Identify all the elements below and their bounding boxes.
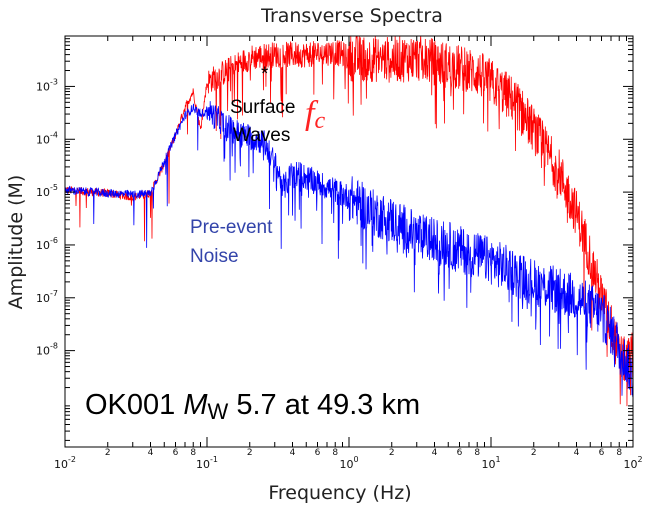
x-minor-label: 8	[190, 448, 196, 458]
x-tick-label: 10-2	[54, 455, 76, 471]
x-minor-label: 6	[457, 448, 463, 458]
y-tick-label: 10-6	[36, 236, 58, 252]
x-minor-label: 2	[247, 448, 253, 458]
x-minor-label: 6	[315, 448, 321, 458]
x-axis-title: Frequency (Hz)	[268, 482, 411, 504]
plot-frame	[64, 35, 634, 448]
surface-label: Surface	[230, 97, 295, 118]
x-minor-label: 2	[105, 448, 111, 458]
x-tick-label: 101	[481, 455, 500, 471]
x-minor-label: 2	[531, 448, 537, 458]
event-distance: at 49.3 km	[285, 389, 420, 421]
series-line-0	[65, 36, 633, 407]
x-minor-label: 8	[332, 448, 338, 458]
x-minor-label: 2	[389, 448, 395, 458]
x-minor-label: 8	[474, 448, 480, 458]
x-minor-label: 4	[290, 448, 296, 458]
y-tick-label: 10-4	[36, 130, 58, 146]
x-minor-label: 6	[173, 448, 179, 458]
y-tick-label: 10-5	[36, 183, 58, 199]
series-line-1	[65, 101, 633, 397]
x-minor-label: 4	[574, 448, 580, 458]
x-tick-label: 102	[623, 455, 642, 471]
waves-label: Waves	[233, 125, 290, 146]
event-id: OK001	[85, 389, 175, 421]
pre-event-label: Pre-event	[190, 217, 273, 238]
event-mag-symbol: M	[183, 389, 208, 421]
x-tick-label: 10-1	[196, 455, 218, 471]
x-minor-label: 6	[599, 448, 605, 458]
y-tick-label: 10-8	[36, 342, 58, 358]
event-mag-value: 5.7	[236, 389, 276, 421]
x-minor-label: 8	[616, 448, 622, 458]
y-axis-title: Amplitude (M)	[5, 175, 27, 310]
x-tick-label: 100	[339, 455, 358, 471]
y-tick-label: 10-7	[36, 289, 58, 305]
event-label: OK001 MW 5.7 at 49.3 km	[85, 389, 420, 426]
x-minor-label: 4	[148, 448, 154, 458]
fc-label: fc	[305, 95, 325, 134]
surface-waves-star: *	[261, 64, 269, 85]
event-mag-sub: W	[208, 399, 229, 424]
chart-title: Transverse Spectra	[260, 5, 443, 27]
noise-label: Noise	[190, 246, 239, 267]
x-minor-label: 4	[432, 448, 438, 458]
fc-sub: c	[314, 108, 325, 134]
y-tick-label: 10-3	[36, 77, 58, 93]
